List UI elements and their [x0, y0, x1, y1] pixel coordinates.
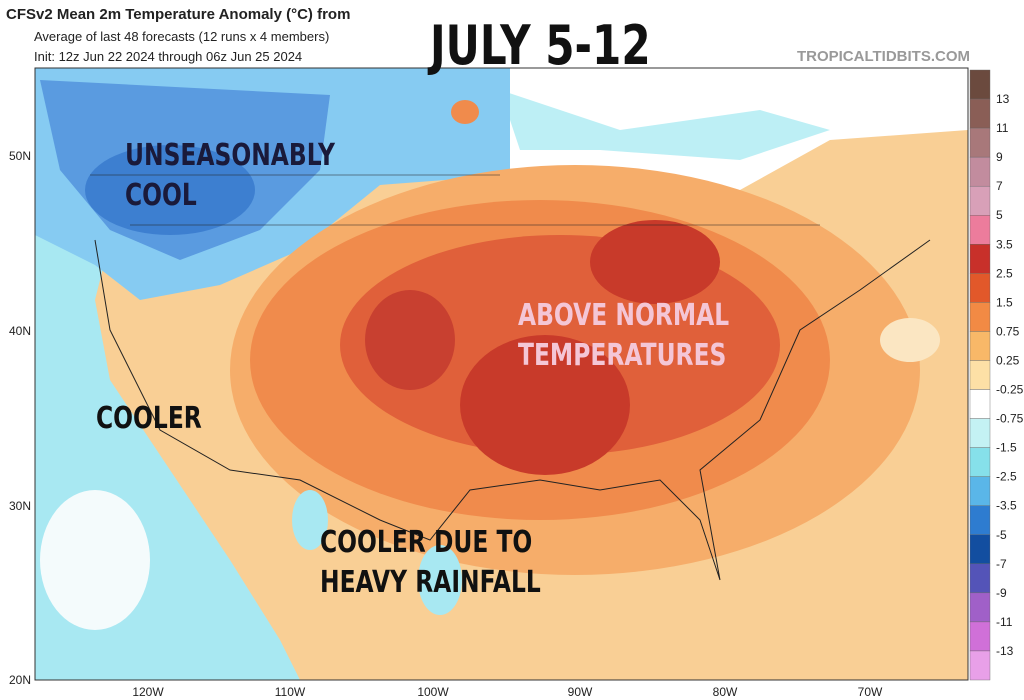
colorbar-label: 2.5 [996, 266, 1013, 280]
colorbar-label: -2.5 [996, 470, 1017, 484]
colorbar-swatch [969, 185, 991, 216]
lon-label: 70W [858, 685, 883, 699]
colorbar-label: 7 [996, 179, 1003, 193]
init-text: Init: 12z Jun 22 2024 through 06z Jun 25… [34, 49, 302, 64]
map-frame [34, 67, 969, 681]
colorbar-label: -1.5 [996, 441, 1017, 455]
lat-label: 40N [9, 324, 31, 338]
axis-labels: 50N 40N 30N 20N 120W 110W 100W 90W 80W 70W [9, 149, 883, 699]
lon-label: 100W [417, 685, 449, 699]
colorbar-swatch [969, 592, 991, 623]
colorbar: 13 11 9 7 5 3.5 2.5 1.5 0.75 0.25 -0.25 -0.75 -1.5 -2… [969, 69, 1024, 681]
colorbar-swatch [969, 69, 991, 100]
annotation-text: ABOVE NORMAL [518, 298, 729, 333]
colorbar-label: -7 [996, 557, 1007, 571]
annotation-text: COOLER DUE TO [320, 525, 532, 560]
colorbar-swatch [969, 563, 991, 594]
colorbar-label: -11 [996, 615, 1013, 629]
colorbar-label: 9 [996, 150, 1003, 164]
lon-label: 90W [568, 685, 593, 699]
colorbar-label: 1.5 [996, 295, 1013, 309]
colorbar-swatch [969, 360, 991, 390]
colorbar-swatch [969, 621, 991, 652]
colorbar-swatch [969, 505, 991, 535]
colorbar-swatch [969, 650, 991, 681]
colorbar-label: 5 [996, 208, 1003, 222]
colorbar-label: -0.25 [996, 383, 1024, 397]
colorbar-label: -0.75 [996, 412, 1024, 426]
colorbar-swatch [969, 273, 991, 303]
lon-label: 110W [275, 685, 306, 699]
colorbar-swatch [969, 302, 991, 332]
annotation-text: HEAVY RAINFALL [320, 565, 541, 600]
lon-label: 80W [713, 685, 738, 699]
colorbar-label: -9 [996, 586, 1007, 600]
subtitle: Average of last 48 forecasts (12 runs x … [34, 29, 329, 44]
lat-label: 20N [9, 673, 31, 687]
colorbar-label: 13 [996, 92, 1010, 106]
lat-label: 30N [9, 499, 31, 513]
colorbar-swatch [969, 215, 991, 245]
annotation-text: TEMPERATURES [518, 338, 726, 373]
overlay-title: JULY 5-12 [427, 15, 650, 77]
colorbar-swatch [969, 389, 991, 419]
colorbar-swatch [969, 98, 991, 129]
watermark: TROPICALTIDBITS.COM [797, 48, 970, 65]
colorbar-swatch [969, 156, 991, 187]
colorbar-label: 11 [996, 121, 1009, 135]
colorbar-swatch [969, 447, 991, 477]
title: CFSv2 Mean 2m Temperature Anomaly (°C) f… [6, 6, 350, 23]
colorbar-swatch [969, 476, 991, 506]
colorbar-label: 3.5 [996, 237, 1013, 251]
colorbar-label: -13 [996, 644, 1014, 658]
colorbar-label: -5 [996, 528, 1007, 542]
annotation-text: COOLER [96, 401, 202, 436]
colorbar-swatch [969, 418, 991, 448]
colorbar-label: 0.75 [996, 324, 1020, 338]
annotations: UNSEASONABLY COOL ABOVE NORMAL TEMPERATURES… [96, 138, 729, 600]
lat-label: 50N [9, 149, 31, 163]
annotation-text: UNSEASONABLY [125, 138, 335, 173]
colorbar-label: -3.5 [996, 499, 1017, 513]
annotation-text: COOL [125, 178, 197, 213]
colorbar-swatch [969, 244, 991, 274]
colorbar-label: 0.25 [996, 353, 1020, 367]
map [35, 68, 968, 680]
lon-label: 120W [132, 685, 164, 699]
colorbar-swatch [969, 127, 991, 158]
colorbar-swatch [969, 331, 991, 361]
colorbar-swatch [969, 534, 991, 565]
